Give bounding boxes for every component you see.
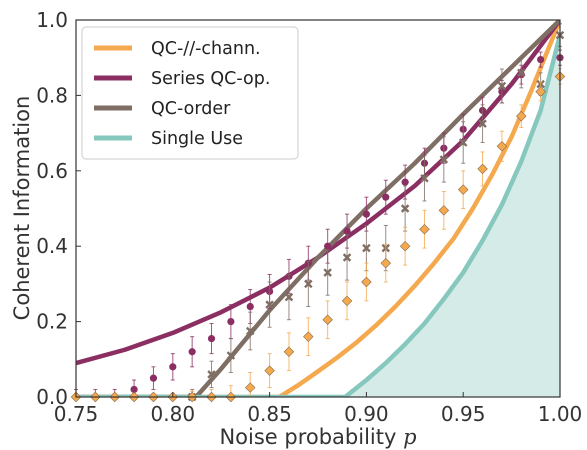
- data-point-series-qc-op: [401, 178, 409, 186]
- data-point-qc-chann: [380, 257, 391, 269]
- x-axis-ticks: 0.75 0.80 0.85 0.90 0.95 1.00: [54, 392, 583, 426]
- data-point-series-qc-op: [207, 334, 216, 343]
- data-point-qc-order: [342, 253, 352, 262]
- plot-frame: [75, 19, 561, 398]
- data-point-qc-chann: [361, 276, 372, 288]
- data-point-qc-chann: [283, 346, 295, 357]
- data-point-qc-chann: [341, 295, 353, 307]
- y-axis-ticks: 0.0 0.2 0.4 0.6 0.8 1.0: [36, 8, 81, 409]
- x-tick-label: 1.00: [538, 402, 583, 426]
- data-point-qc-chann: [322, 314, 333, 325]
- data-point-series-qc-op: [149, 374, 158, 382]
- y-tick-label: 0.2: [36, 310, 68, 334]
- legend-label-single-use: Single Use: [151, 129, 243, 149]
- legend-label-series-qc: Series QC-op.: [151, 69, 270, 89]
- data-point-qc-order: [207, 370, 216, 379]
- y-tick-label: 0.8: [36, 83, 68, 107]
- data-point-series-qc-op: [362, 210, 370, 218]
- data-point-qc-order: [517, 68, 526, 78]
- y-tick-label: 0.0: [36, 385, 68, 409]
- data-point-qc-chann: [477, 163, 488, 175]
- data-point-series-qc-op: [343, 227, 351, 235]
- x-tick-label: 0.75: [54, 402, 99, 426]
- data-point-qc-chann: [303, 331, 314, 342]
- data-point-qc-order: [497, 81, 507, 91]
- data-point-qc-chann: [535, 86, 546, 97]
- legend: QC-//-chann. Series QC-op. QC-order Sing…: [81, 26, 299, 160]
- y-tick-label: 0.4: [36, 234, 68, 258]
- data-point-series-qc-op: [188, 348, 196, 356]
- data-point-qc-order: [439, 155, 449, 164]
- data-point-series-qc-op: [246, 302, 254, 311]
- data-point-qc-chann: [516, 110, 527, 122]
- y-axis-label: Coherent Information: [10, 96, 34, 321]
- data-point-qc-order: [226, 351, 236, 360]
- data-point-qc-order: [362, 243, 371, 253]
- data-point-qc-order: [400, 204, 410, 213]
- data-point-qc-order: [284, 292, 294, 302]
- data-point-qc-chann: [399, 240, 411, 252]
- data-point-qc-chann: [457, 184, 469, 195]
- legend-label-qc-order: QC-order: [151, 99, 231, 119]
- y-tick-label: 1.0: [36, 8, 68, 32]
- data-point-series-qc-op: [130, 385, 138, 394]
- data-point-qc-chann: [419, 224, 430, 235]
- data-point-qc-chann: [245, 382, 256, 393]
- series-line-single-use: [76, 34, 560, 397]
- x-axis-label-text: Noise probability: [219, 425, 396, 449]
- data-point-qc-order: [458, 138, 468, 147]
- data-point-qc-order: [323, 268, 332, 277]
- data-point-qc-order: [420, 174, 429, 183]
- data-point-qc-chann: [496, 141, 508, 152]
- data-point-series-qc-op: [382, 193, 390, 201]
- data-point-series-qc-op: [537, 55, 545, 64]
- data-point-series-qc-op: [324, 242, 332, 250]
- data-point-qc-chann: [438, 205, 450, 216]
- x-tick-label: 0.80: [151, 402, 196, 426]
- data-point-qc-chann: [264, 365, 275, 376]
- series-line-qc-order: [76, 20, 560, 397]
- data-point-qc-order: [245, 326, 255, 336]
- data-point-qc-order: [304, 279, 313, 289]
- data-point-series-qc-op: [227, 318, 235, 326]
- x-tick-label: 0.95: [441, 402, 486, 426]
- x-axis-label: Noise probability p: [219, 425, 416, 449]
- legend-box: [81, 26, 299, 160]
- data-point-series-qc-op: [169, 363, 177, 371]
- x-tick-label: 0.85: [247, 402, 292, 426]
- legend-label-qc-parallel: QC-//-chann.: [151, 39, 261, 59]
- data-point-qc-order: [478, 119, 487, 128]
- x-tick-label: 0.90: [344, 402, 389, 426]
- y-tick-label: 0.6: [36, 159, 68, 183]
- data-point-qc-order: [265, 300, 274, 309]
- x-axis-label-var: p: [403, 425, 416, 449]
